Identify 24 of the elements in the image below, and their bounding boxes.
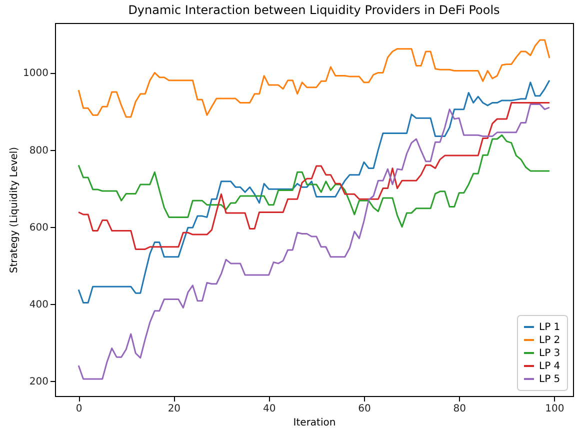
x-tick-label: 100 — [545, 404, 564, 414]
x-tick-label: 60 — [358, 404, 371, 414]
x-tick-label: 0 — [76, 404, 82, 414]
legend-label: LP 5 — [539, 374, 560, 385]
legend-label: LP 2 — [539, 335, 560, 346]
line-series — [78, 102, 550, 250]
y-tick-label: 600 — [29, 222, 48, 234]
line-series — [78, 80, 550, 304]
y-tick-label: 800 — [29, 145, 48, 156]
line-series — [78, 39, 550, 118]
x-tick-label: 80 — [453, 404, 466, 414]
line-series — [78, 134, 550, 228]
y-axis-title: Strategy (Liquidity Level) — [9, 146, 20, 274]
x-axis-title: Iteration — [293, 418, 336, 428]
line-series — [78, 104, 550, 380]
x-tick-label: 40 — [262, 404, 276, 414]
legend-label: LP 4 — [539, 361, 560, 372]
legend-label: LP 1 — [539, 322, 560, 333]
legend-label: LP 3 — [539, 348, 560, 359]
y-tick-label: 1000 — [23, 68, 48, 80]
y-tick-label: 400 — [29, 299, 48, 310]
y-tick-label: 200 — [29, 376, 48, 388]
chart-title: Dynamic Interaction between Liquidity Providers in DeFi Pools — [128, 3, 500, 17]
x-tick-label: 20 — [168, 404, 181, 414]
